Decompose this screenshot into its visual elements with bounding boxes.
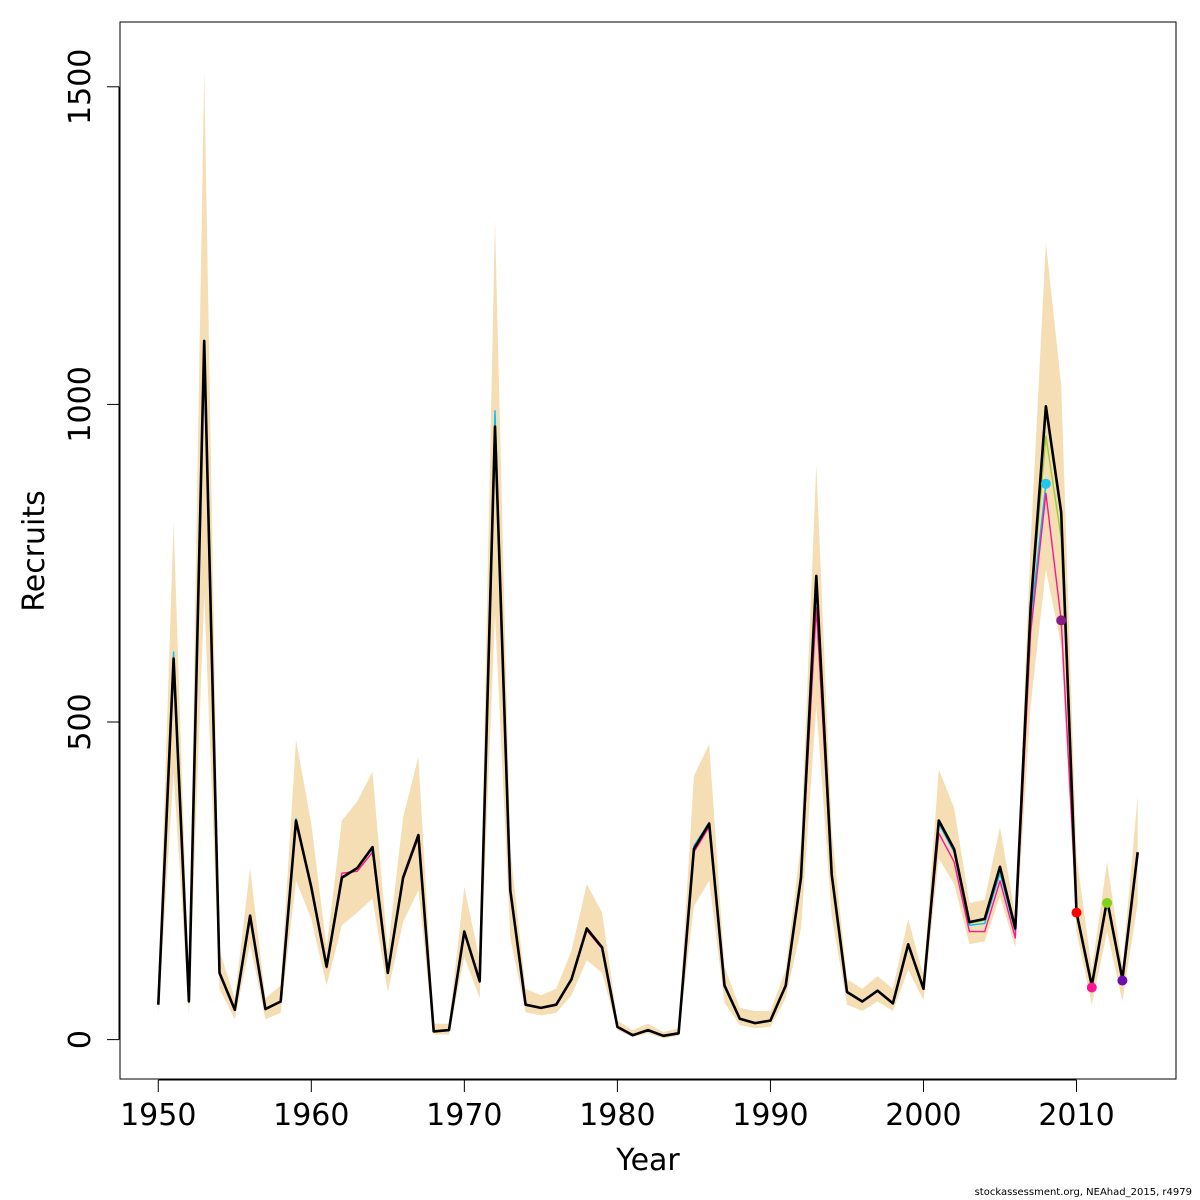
y-tick-label: 0	[63, 1030, 98, 1049]
end-point-marker-2	[1071, 907, 1082, 918]
series-layer	[157, 339, 1139, 1038]
x-axis: 1950 1960 1970 1980 1990 2000 2010	[120, 1079, 1115, 1133]
confidence-band	[158, 70, 1138, 1039]
end-point-marker-5	[1117, 975, 1128, 986]
end-point-marker-1	[1056, 615, 1067, 626]
footer-credit: stockassessment.org, NEAhad_2015, r4979	[974, 1187, 1192, 1198]
y-tick-label: 500	[63, 693, 98, 750]
end-point-marker-4	[1102, 898, 1113, 908]
x-tick-label: 1980	[579, 1098, 655, 1133]
x-tick-label: 1970	[426, 1098, 502, 1133]
series-line-0	[157, 339, 1139, 1038]
end-point-marker-3	[1086, 982, 1097, 993]
x-tick-label: 1960	[273, 1098, 349, 1133]
x-axis-label: Year	[615, 1143, 680, 1178]
y-tick-label: 1500	[63, 49, 98, 125]
y-tick-label: 1000	[63, 366, 98, 442]
x-tick-label: 2010	[1038, 1098, 1114, 1133]
end-point-marker-0	[1040, 478, 1051, 489]
x-tick-label: 2000	[885, 1098, 961, 1133]
confidence-band-layer	[158, 70, 1138, 1039]
series-line-1	[157, 352, 1093, 1037]
y-axis: 0 500 1000 1500	[63, 49, 120, 1049]
x-tick-label: 1990	[732, 1098, 808, 1133]
x-tick-label: 1950	[120, 1098, 196, 1133]
y-axis-label: Recruits	[17, 490, 52, 612]
marker-layer	[1040, 478, 1128, 993]
plot-frame	[119, 21, 1177, 1080]
series-line-3	[157, 343, 1108, 1037]
